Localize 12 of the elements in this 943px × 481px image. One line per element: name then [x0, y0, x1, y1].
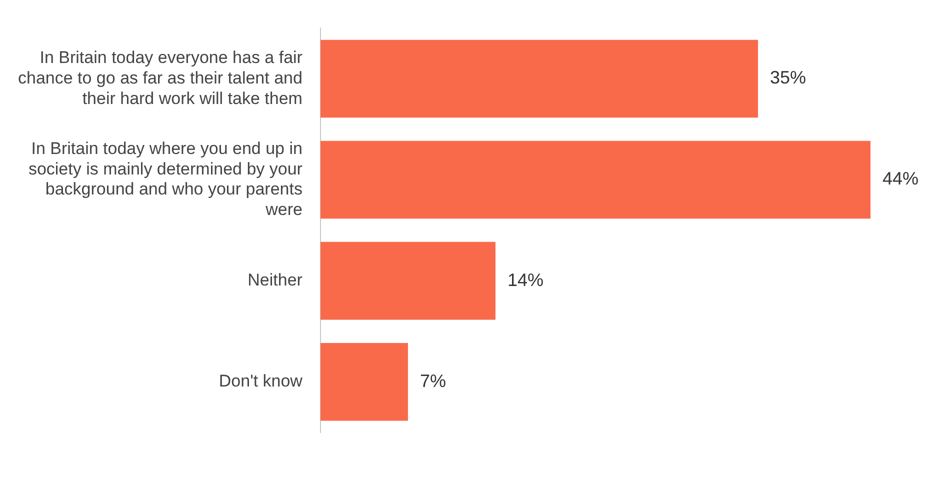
y-tick-label: Neither — [248, 270, 303, 290]
data-label: 14% — [507, 270, 544, 290]
data-label: 44% — [882, 168, 919, 189]
data-label: 7% — [420, 370, 446, 391]
y-tick-label: Don't know — [218, 372, 304, 391]
data-label: 35% — [770, 68, 806, 88]
bar — [320, 40, 758, 118]
y-tick-label: In Britain today where you end up in society is mainly determined by your background and who your parents were — [28, 138, 303, 220]
bar — [320, 140, 870, 219]
bar — [320, 342, 408, 421]
y-tick-label: In Britain today everyone has a fair chance to go as far as their talent and their hard work will take them — [18, 48, 303, 108]
bar — [320, 242, 496, 320]
